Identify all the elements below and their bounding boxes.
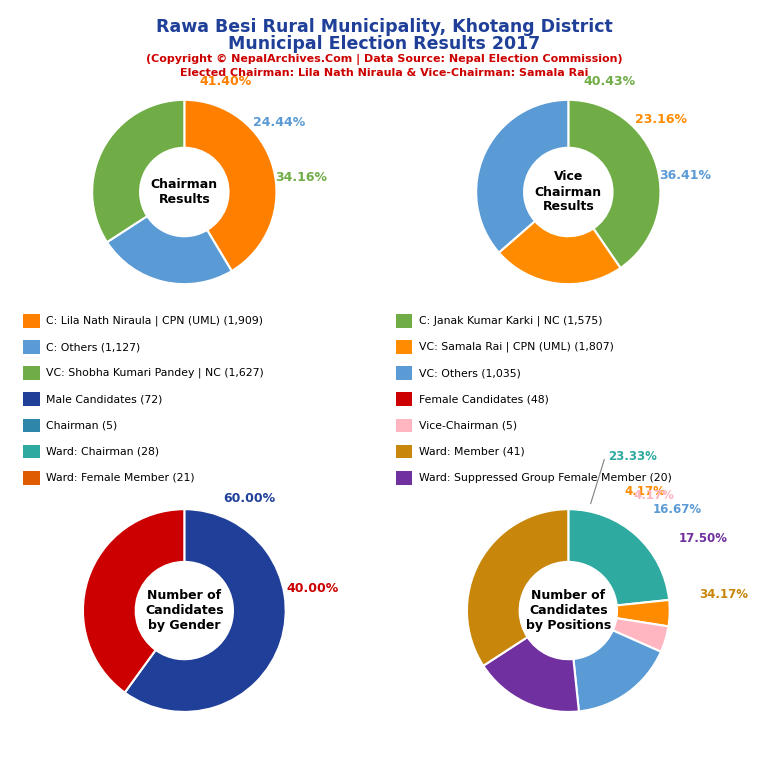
Text: C: Janak Kumar Karki | NC (1,575): C: Janak Kumar Karki | NC (1,575) xyxy=(419,316,602,326)
Text: Rawa Besi Rural Municipality, Khotang District: Rawa Besi Rural Municipality, Khotang Di… xyxy=(156,18,612,35)
Text: 4.17%: 4.17% xyxy=(634,489,674,502)
Text: Vice-Chairman (5): Vice-Chairman (5) xyxy=(419,420,517,431)
Text: 16.67%: 16.67% xyxy=(653,503,702,516)
Text: Number of
Candidates
by Gender: Number of Candidates by Gender xyxy=(145,589,223,632)
Text: 34.16%: 34.16% xyxy=(276,171,327,184)
Text: Ward: Suppressed Group Female Member (20): Ward: Suppressed Group Female Member (20… xyxy=(419,472,671,483)
Text: 17.50%: 17.50% xyxy=(679,532,728,545)
Text: Elected Chairman: Lila Nath Niraula & Vice-Chairman: Samala Rai: Elected Chairman: Lila Nath Niraula & Vi… xyxy=(180,68,588,78)
Text: C: Others (1,127): C: Others (1,127) xyxy=(46,342,141,353)
Text: Ward: Female Member (21): Ward: Female Member (21) xyxy=(46,472,195,483)
Wedge shape xyxy=(574,631,661,711)
Wedge shape xyxy=(568,509,669,605)
Text: (Copyright © NepalArchives.Com | Data Source: Nepal Election Commission): (Copyright © NepalArchives.Com | Data So… xyxy=(146,54,622,65)
Wedge shape xyxy=(617,600,670,627)
Wedge shape xyxy=(467,509,568,666)
Text: 4.17%: 4.17% xyxy=(625,485,666,498)
Text: 23.16%: 23.16% xyxy=(635,113,687,126)
Text: Chairman (5): Chairman (5) xyxy=(46,420,118,431)
Text: Municipal Election Results 2017: Municipal Election Results 2017 xyxy=(228,35,540,52)
Text: 24.44%: 24.44% xyxy=(253,115,306,128)
Text: Male Candidates (72): Male Candidates (72) xyxy=(46,394,163,405)
Text: Ward: Chairman (28): Ward: Chairman (28) xyxy=(46,446,159,457)
Text: VC: Others (1,035): VC: Others (1,035) xyxy=(419,368,521,379)
Text: 60.00%: 60.00% xyxy=(223,492,275,505)
Wedge shape xyxy=(107,216,232,284)
Text: C: Lila Nath Niraula | CPN (UML) (1,909): C: Lila Nath Niraula | CPN (UML) (1,909) xyxy=(46,316,263,326)
Text: 40.00%: 40.00% xyxy=(286,581,338,594)
Text: Female Candidates (48): Female Candidates (48) xyxy=(419,394,548,405)
Text: 40.43%: 40.43% xyxy=(583,74,635,88)
Wedge shape xyxy=(483,637,579,712)
Wedge shape xyxy=(184,100,276,271)
Text: 36.41%: 36.41% xyxy=(659,169,711,182)
Text: Number of
Candidates
by Positions: Number of Candidates by Positions xyxy=(525,589,611,632)
Wedge shape xyxy=(568,100,660,268)
Text: 41.40%: 41.40% xyxy=(200,75,252,88)
Text: 23.33%: 23.33% xyxy=(608,450,657,463)
Wedge shape xyxy=(613,618,668,652)
Text: Vice
Chairman
Results: Vice Chairman Results xyxy=(535,170,602,214)
Text: VC: Samala Rai | CPN (UML) (1,807): VC: Samala Rai | CPN (UML) (1,807) xyxy=(419,342,614,353)
Text: Chairman
Results: Chairman Results xyxy=(151,178,218,206)
Wedge shape xyxy=(83,509,184,693)
Wedge shape xyxy=(124,509,286,712)
Text: 34.17%: 34.17% xyxy=(699,588,748,601)
Text: Ward: Member (41): Ward: Member (41) xyxy=(419,446,525,457)
Wedge shape xyxy=(499,221,621,284)
Text: VC: Shobha Kumari Pandey | NC (1,627): VC: Shobha Kumari Pandey | NC (1,627) xyxy=(46,368,264,379)
Wedge shape xyxy=(92,100,184,242)
Wedge shape xyxy=(476,100,568,253)
